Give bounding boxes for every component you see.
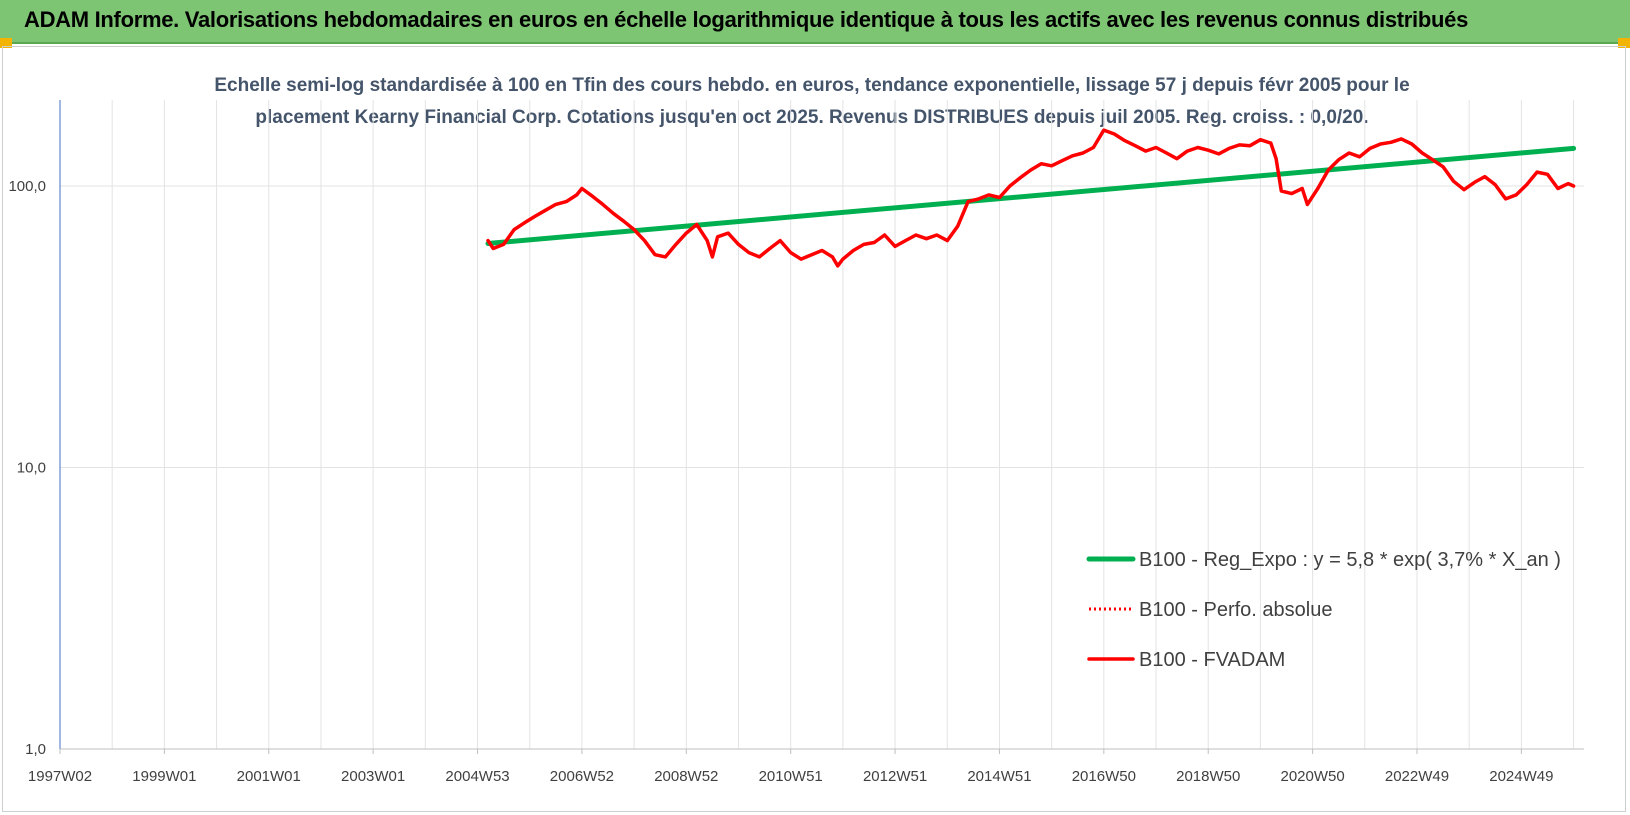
series-line-2 xyxy=(486,128,1576,268)
chart-subtitle-line-1: Echelle semi-log standardisée à 100 en T… xyxy=(214,75,1409,96)
x-tick-label: 1997W02 xyxy=(28,768,92,785)
page-title: ADAM Informe. Valorisations hebdomadaire… xyxy=(24,7,1469,32)
legend: B100 - Reg_Expo : y = 5,8 * exp( 3,7% * … xyxy=(1086,549,1561,671)
x-tick-label: 2016W50 xyxy=(1072,768,1136,785)
x-tick-label: 2010W51 xyxy=(759,768,823,785)
x-tick-label: 2018W50 xyxy=(1176,768,1240,785)
chart-frame xyxy=(2,46,1626,812)
grid xyxy=(59,100,1584,750)
legend-entry-2: B100 - FVADAM xyxy=(1139,649,1285,671)
x-tick-label: 1999W01 xyxy=(132,768,196,785)
axes: 1,0 10,0 100,0 1997W02 1999W01 2001W01 2003W01… xyxy=(8,100,1584,785)
y-tick-label: 10,0 xyxy=(17,460,46,477)
x-tick-label: 2008W52 xyxy=(654,768,718,785)
corner-marker-left xyxy=(0,38,12,48)
x-tick-label: 2006W52 xyxy=(550,768,614,785)
x-tick-label: 2001W01 xyxy=(237,768,301,785)
legend-entry-1: B100 - Perfo. absolue xyxy=(1139,599,1332,621)
x-tick-label: 2004W53 xyxy=(445,768,509,785)
x-tick-label: 2024W49 xyxy=(1489,768,1553,785)
x-tick-label: 2014W51 xyxy=(967,768,1031,785)
x-tick-label: 2003W01 xyxy=(341,768,405,785)
y-tick-label: 100,0 xyxy=(8,178,46,195)
legend-entry-0: B100 - Reg_Expo : y = 5,8 * exp( 3,7% * … xyxy=(1139,549,1561,571)
series-line-0 xyxy=(485,145,1577,246)
y-tick-label: 1,0 xyxy=(25,741,46,758)
x-tick-label: 2022W49 xyxy=(1385,768,1449,785)
x-tick-label: 2012W51 xyxy=(863,768,927,785)
x-tick-label: 2020W50 xyxy=(1280,768,1344,785)
header-bar: ADAM Informe. Valorisations hebdomadaire… xyxy=(0,0,1630,44)
chart-subtitle-line-2: placement Kearny Financial Corp. Cotatio… xyxy=(255,107,1368,128)
corner-marker-right xyxy=(1618,38,1630,48)
plot-area xyxy=(485,128,1577,268)
